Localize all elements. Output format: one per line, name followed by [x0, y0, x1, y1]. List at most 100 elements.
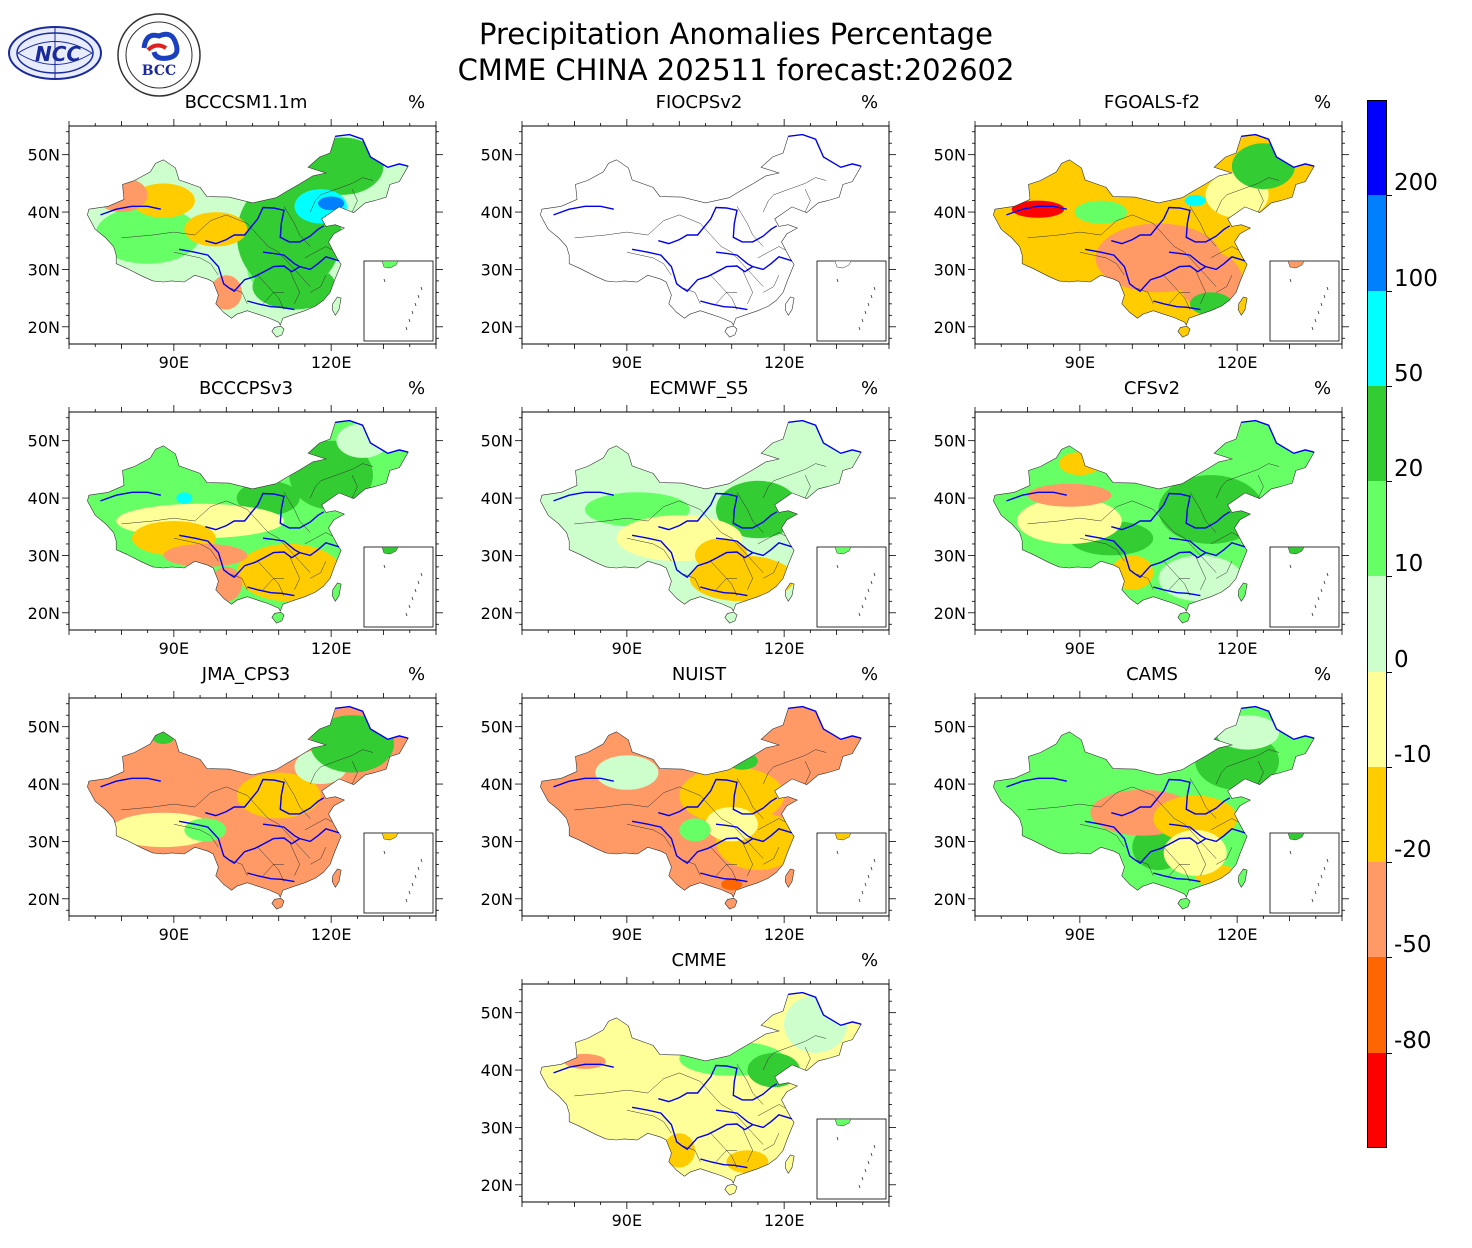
south-china-sea-inset [363, 546, 434, 628]
river [631, 820, 793, 865]
colorbar-label: 200 [1394, 170, 1438, 197]
map-canvas: 90E 120E 50N 40N 30N 20N [28, 691, 443, 944]
lon-tick-label: 90E [612, 1211, 642, 1230]
river [1168, 537, 1207, 554]
lat-tick-label: 50N [481, 1004, 513, 1023]
anomaly-region [747, 1052, 800, 1088]
china-outline [87, 706, 409, 898]
panel-unit: % [861, 950, 879, 971]
anomaly-region [252, 263, 337, 310]
river [247, 586, 295, 597]
river [247, 872, 295, 883]
colorbar-segment [1367, 290, 1387, 387]
river [1153, 586, 1201, 597]
lat-tick-label: 40N [934, 775, 966, 794]
colorbar-label: -10 [1394, 741, 1432, 768]
anomaly-region [1017, 498, 1122, 544]
river [700, 586, 748, 597]
river [100, 205, 161, 216]
map-panel-nuist: NUIST% 90E 120E 50N 40N 30N 20N [481, 664, 959, 958]
colorbar-tick [1386, 576, 1392, 578]
lat-tick-label: 40N [934, 203, 966, 222]
river [1006, 777, 1067, 788]
colorbar-label: -20 [1394, 837, 1432, 864]
river [1084, 534, 1246, 579]
river [205, 492, 325, 531]
anomaly-region [726, 1150, 769, 1174]
lat-tick-label: 50N [934, 432, 966, 451]
lon-tick-label: 90E [159, 353, 189, 372]
colorbar-segment [1367, 1052, 1387, 1149]
lat-tick-label: 40N [934, 489, 966, 508]
river [1168, 251, 1207, 268]
map-canvas: 90E 120E 50N 40N 30N 20N [481, 405, 896, 658]
south-china-sea-inset [1269, 260, 1340, 342]
lon-tick-label: 120E [311, 639, 352, 658]
map-panel-cmme: CMME% 90E 120E 50N 40N 30N 20N [481, 950, 959, 1244]
china-outline [540, 706, 862, 898]
china-outline [540, 420, 862, 612]
lon-tick-label: 90E [1065, 639, 1095, 658]
south-china-sea-inset [363, 260, 434, 342]
anomaly-region [1058, 452, 1101, 476]
river [1006, 491, 1067, 502]
river [788, 419, 862, 455]
colorbar-tick [1386, 1052, 1392, 1054]
lon-tick-label: 90E [159, 925, 189, 944]
river [247, 300, 295, 311]
map-panel-fiocpsv2: FIOCPSv2% 90E 120E 50N 40N 30N 20N [481, 92, 959, 386]
river [262, 823, 301, 840]
anomaly-region [663, 1133, 695, 1168]
river [631, 534, 793, 579]
river [715, 823, 754, 840]
anomaly-region [1011, 200, 1065, 218]
lat-tick-label: 30N [934, 260, 966, 279]
lon-tick-label: 90E [1065, 925, 1095, 944]
panel-unit: % [861, 664, 879, 685]
map-canvas: 90E 120E 50N 40N 30N 20N [481, 691, 896, 944]
river [335, 705, 409, 741]
anomaly-region [184, 212, 248, 247]
lat-tick-label: 30N [934, 832, 966, 851]
colorbar-tick [1386, 766, 1392, 768]
lon-tick-label: 120E [764, 353, 805, 372]
river [788, 991, 862, 1027]
anomaly-region [299, 137, 384, 195]
lat-tick-label: 40N [481, 775, 513, 794]
anomaly-region [1074, 200, 1127, 224]
panel-title: FGOALS-f2 [1103, 92, 1201, 113]
lon-tick-label: 120E [1217, 925, 1258, 944]
lon-tick-label: 120E [764, 639, 805, 658]
river [335, 419, 409, 455]
lon-tick-label: 90E [612, 353, 642, 372]
river [715, 251, 754, 268]
colorbar-tick [1386, 671, 1392, 673]
panel-title: NUIST [671, 664, 727, 685]
lat-tick-label: 50N [934, 146, 966, 165]
lon-tick-label: 90E [612, 639, 642, 658]
panel-title: CMME [671, 950, 727, 971]
south-china-sea-inset [816, 1118, 887, 1200]
anomaly-region [1158, 555, 1243, 602]
colorbar-segment [1367, 385, 1387, 482]
map-canvas: 90E 120E 50N 40N 30N 20N [934, 119, 1349, 372]
lat-tick-label: 20N [28, 318, 60, 337]
river [1153, 300, 1201, 311]
lon-tick-label: 120E [1217, 639, 1258, 658]
panel-title: CFSv2 [1123, 378, 1181, 399]
river [1111, 778, 1231, 817]
lat-tick-label: 50N [481, 718, 513, 737]
lat-tick-label: 30N [934, 546, 966, 565]
lat-tick-label: 50N [28, 718, 60, 737]
lon-tick-label: 90E [1065, 353, 1095, 372]
anomaly-region [679, 766, 785, 825]
river [1241, 419, 1315, 455]
lat-tick-label: 40N [28, 203, 60, 222]
china-outline [993, 134, 1315, 326]
lat-tick-label: 30N [28, 546, 60, 565]
river [262, 537, 301, 554]
lat-tick-label: 20N [481, 1176, 513, 1195]
panel-title: JMA_CPS3 [201, 664, 291, 685]
lat-tick-label: 50N [481, 146, 513, 165]
panel-title: CAMS [1126, 664, 1178, 685]
